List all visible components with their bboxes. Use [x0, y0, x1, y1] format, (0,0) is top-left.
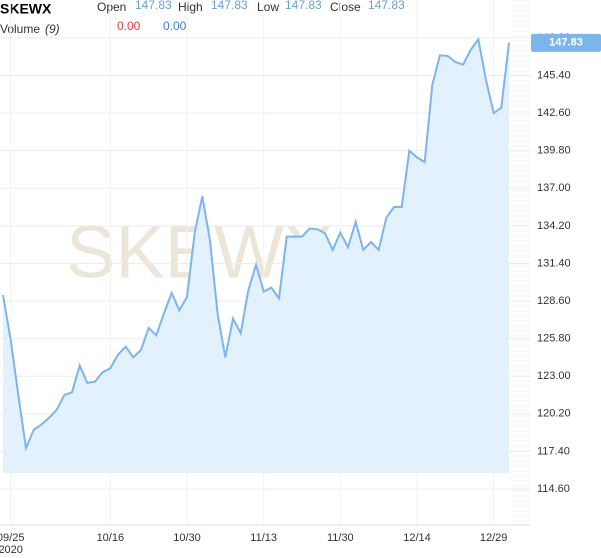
y-tick-label: 120.20 — [537, 408, 571, 420]
ohlc-value: 147.83 — [135, 0, 172, 12]
ohlc-label: Close — [330, 0, 361, 14]
y-tick-label: 117.40 — [537, 445, 570, 457]
y-tick-label: 139.80 — [537, 145, 571, 157]
y-tick-label: 125.80 — [537, 333, 571, 345]
y-tick-label: 128.60 — [537, 295, 571, 307]
area — [3, 39, 509, 473]
x-tick-label: 10/30 — [173, 532, 201, 544]
ohlc-label: Low — [257, 0, 279, 14]
y-tick-label: 123.00 — [537, 370, 571, 382]
price-tag-label: 147.83 — [549, 37, 583, 49]
price-tag — [531, 33, 601, 52]
ohlc-label: High — [178, 0, 203, 14]
y-tick-label: 114.60 — [537, 483, 570, 495]
volume-period: (9) — [45, 22, 60, 36]
ohlc-label: Open — [97, 0, 126, 14]
x-tick-label: 12/14 — [403, 532, 431, 544]
ohlc-value: 147.83 — [285, 0, 322, 12]
x-tick-label: 12/29 — [480, 532, 508, 544]
ohlc-value: 147.83 — [211, 0, 248, 12]
y-tick-label: 145.40 — [537, 69, 571, 81]
ohlc-value: 147.83 — [368, 0, 405, 12]
y-tick-label: 142.60 — [537, 107, 571, 119]
x-tick-label: 11/13 — [250, 532, 277, 544]
x-tick-label: 09/25 — [0, 532, 24, 544]
y-tick-label: 134.20 — [537, 220, 571, 232]
symbol: SKEWX — [0, 1, 52, 17]
x-tick-label: 11/30 — [327, 532, 354, 544]
y-tick-label: 137.00 — [537, 182, 571, 194]
volume-label: Volume — [0, 22, 40, 36]
volume-value: 0.00 — [163, 19, 187, 33]
line — [2, 36, 510, 452]
y-tick-label: 131.40 — [537, 257, 571, 269]
volume-value: 0.00 — [117, 19, 141, 33]
year-label: 2020 — [0, 544, 23, 556]
x-tick-label: 10/16 — [97, 532, 125, 544]
